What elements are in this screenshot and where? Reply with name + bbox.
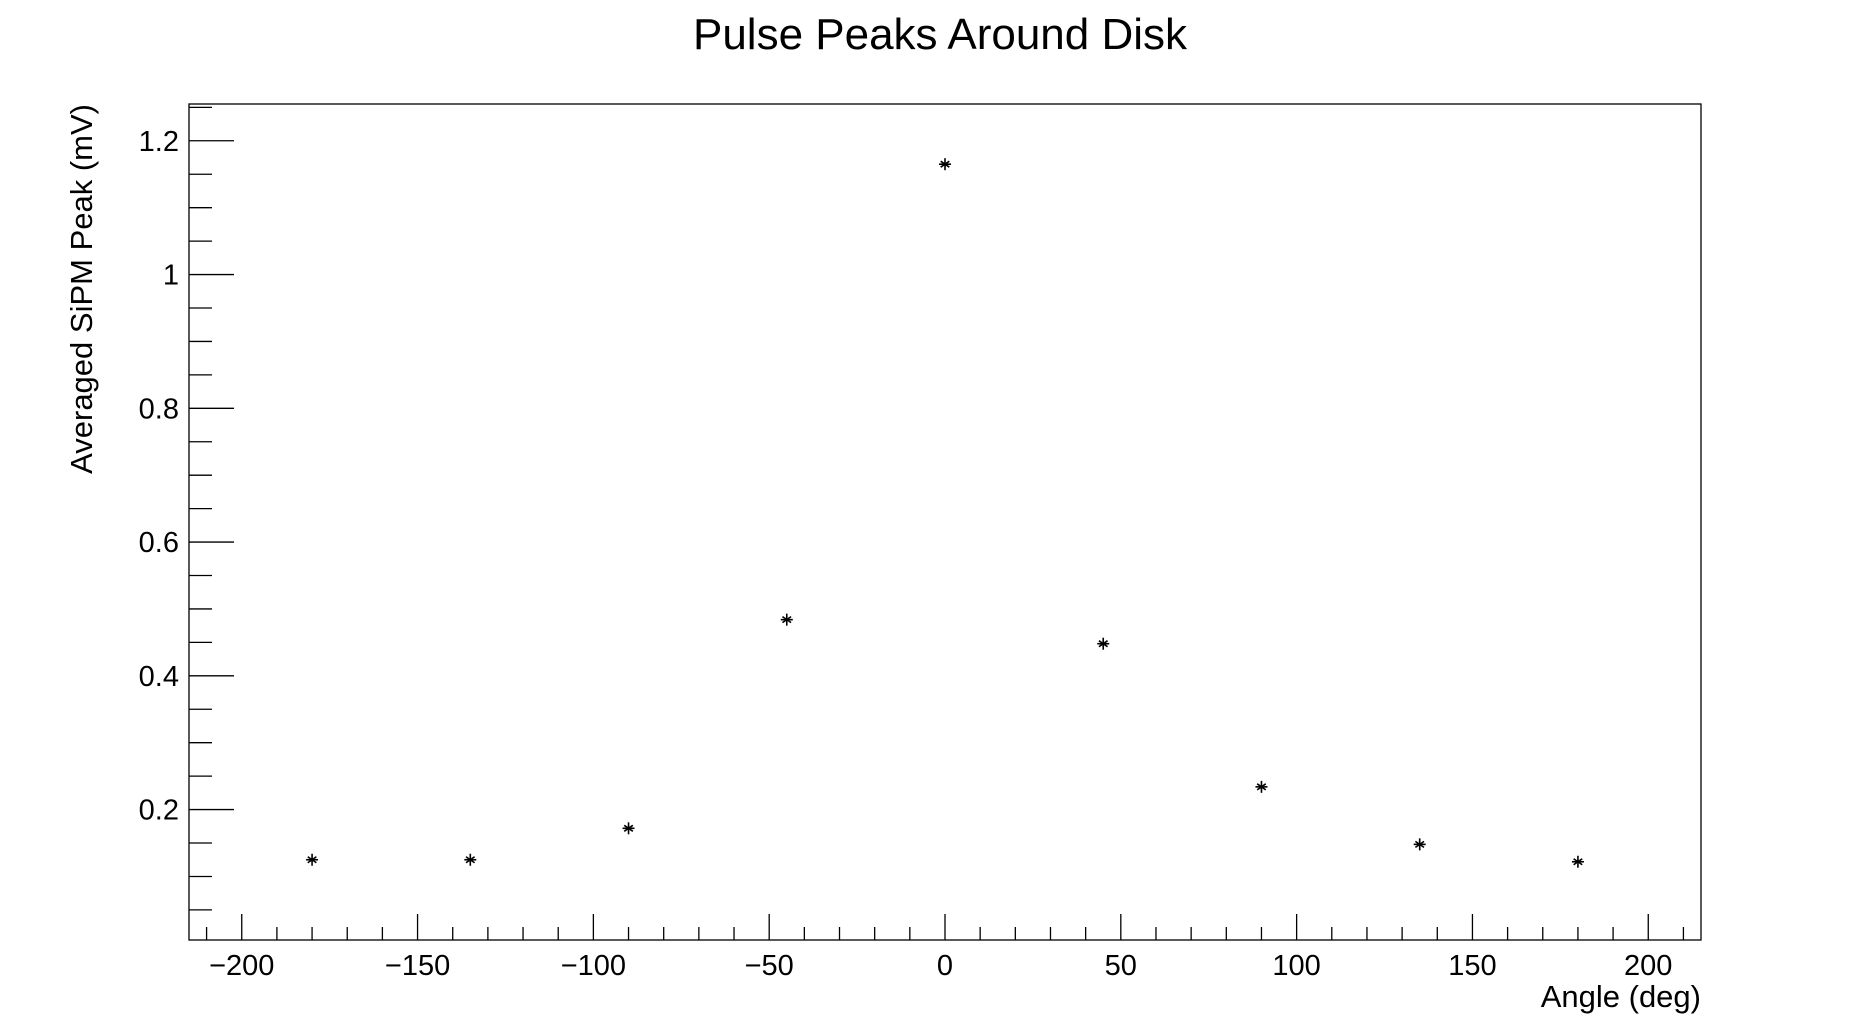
y-axis: 0.2 0.4 0.6 0.8 1 1.2: [139, 106, 234, 911]
x-tick-label: −150: [385, 950, 450, 982]
x-tick-label: 150: [1448, 950, 1496, 982]
y-tick-label: 1.2: [139, 126, 179, 158]
x-tick-label: −100: [561, 950, 626, 982]
x-axis-title: Angle (deg): [1541, 979, 1701, 1014]
y-tick-label: 0.6: [139, 527, 179, 559]
data-point: [1413, 838, 1426, 851]
data-point: [464, 853, 477, 866]
x-tick-label: 50: [1105, 950, 1137, 982]
x-tick-label: 0: [937, 950, 953, 982]
x-tick-label: −50: [745, 950, 794, 982]
data-point: [622, 822, 635, 835]
y-tick-label: 0.2: [139, 795, 179, 827]
data-point: [1097, 637, 1110, 650]
y-axis-title: Averaged SiPM Peak (mV): [64, 104, 99, 474]
plot-frame: [188, 103, 1702, 941]
y-tick-label: 0.4: [139, 661, 179, 693]
data-point: [306, 853, 319, 866]
data-point: [780, 613, 793, 626]
x-tick-label: 200: [1624, 950, 1672, 982]
x-tick-label: 100: [1272, 950, 1320, 982]
data-point: [1571, 855, 1584, 868]
data-point: [1255, 780, 1268, 793]
x-axis: −200 −150 −100 −50 0 50 100 150 200: [205, 914, 1685, 982]
y-tick-label: 0.8: [139, 393, 179, 425]
x-tick-label: −200: [209, 950, 274, 982]
data-point: [939, 158, 951, 171]
chart-title: Pulse Peaks Around Disk: [693, 10, 1188, 59]
data-points: [306, 158, 1584, 868]
y-tick-label: 1: [163, 260, 179, 292]
